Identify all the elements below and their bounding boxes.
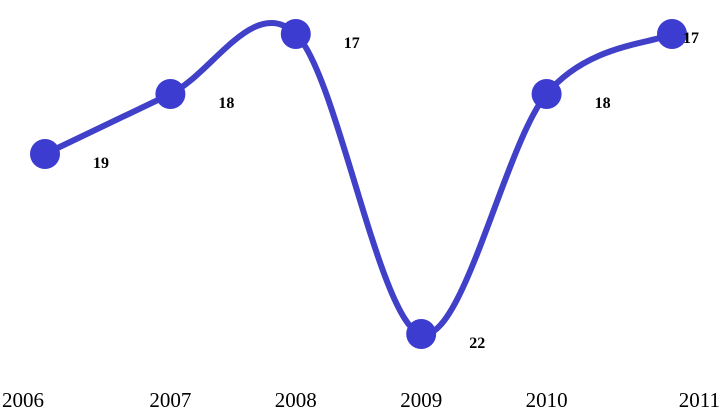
marker-layer — [30, 19, 687, 349]
x-tick-label-2007: 2007 — [149, 388, 191, 412]
data-point-2011 — [657, 19, 687, 49]
x-axis-tick-labels: 2006 2007 2008 2009 2010 2011 — [2, 388, 720, 412]
data-point-2010 — [531, 79, 562, 109]
series-line-layer — [42, 20, 675, 338]
data-point-2006 — [30, 139, 60, 169]
data-label-2007: 18 — [218, 95, 234, 112]
data-label-2008: 17 — [344, 35, 360, 52]
data-label-2010: 18 — [595, 95, 611, 112]
x-tick-label-2009: 2009 — [400, 388, 442, 412]
data-point-2009 — [406, 319, 437, 349]
data-label-2009: 22 — [469, 335, 485, 352]
data-point-2008 — [280, 19, 311, 49]
x-tick-label-2011: 2011 — [679, 388, 720, 412]
data-label-2006: 19 — [93, 155, 109, 172]
data-label-layer: 19 18 17 22 18 17 — [93, 30, 699, 352]
data-point-2007 — [155, 79, 186, 109]
x-tick-label-2008: 2008 — [275, 388, 317, 412]
data-label-2011: 17 — [683, 30, 699, 47]
x-tick-label-2010: 2010 — [526, 388, 568, 412]
series-line — [42, 20, 675, 338]
x-tick-label-2006: 2006 — [2, 388, 44, 412]
